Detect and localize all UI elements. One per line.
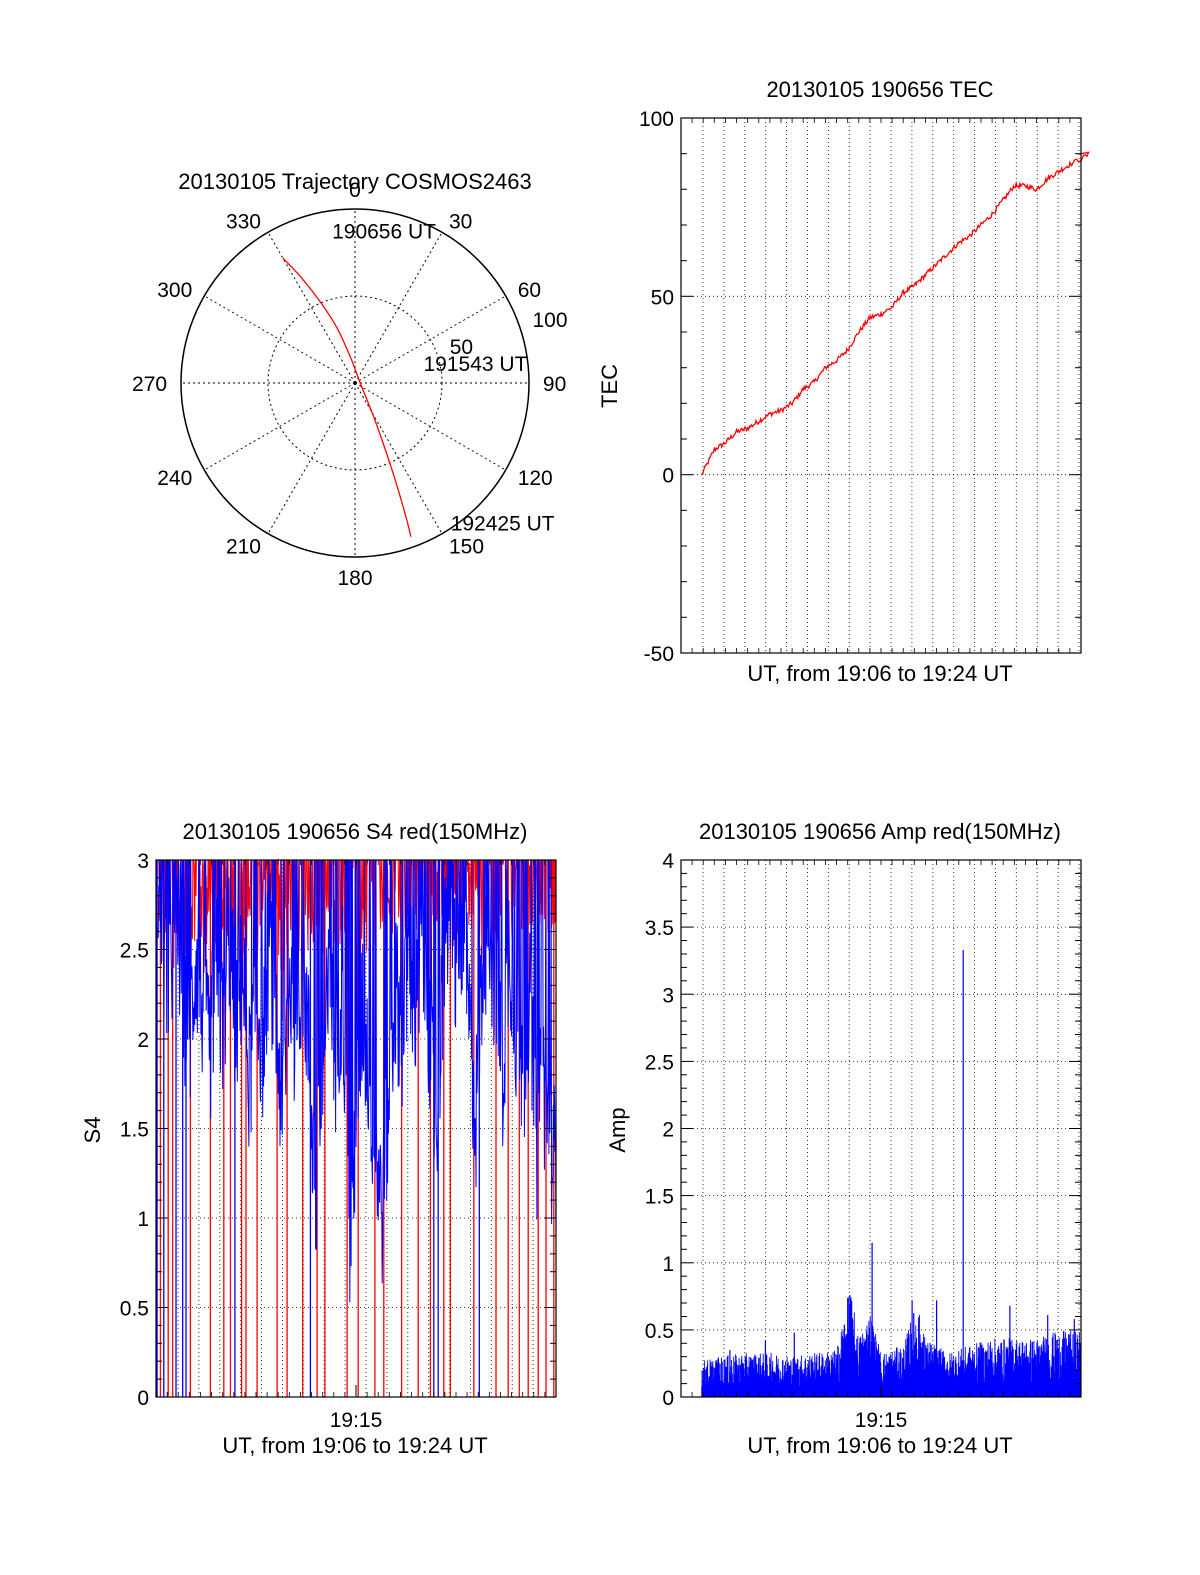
amp-title: 20130105 190656 Amp red(150MHz) xyxy=(699,819,1061,844)
x-tick-label: 19:15 xyxy=(330,1409,383,1432)
s4-x-ticks: 19:15 xyxy=(330,1385,383,1432)
polar-azimuth-label: 330 xyxy=(226,210,261,233)
y-tick-label: 50 xyxy=(651,286,674,309)
polar-spoke xyxy=(267,232,356,384)
amp-ylabel: Amp xyxy=(605,1107,630,1152)
polar-azimuth-label: 60 xyxy=(518,279,541,302)
polar-azimuth-label: 180 xyxy=(337,567,372,590)
y-tick-label: 0 xyxy=(137,1387,149,1410)
polar-azimuth-label: 270 xyxy=(132,373,167,396)
trajectory-annotation: 190656 UT xyxy=(332,221,436,244)
y-tick-label: 0 xyxy=(662,1387,674,1410)
series-base-fill xyxy=(701,1386,1081,1397)
y-tick-label: 1 xyxy=(662,1253,674,1276)
y-tick-label: 1.5 xyxy=(120,1119,149,1142)
polar-azimuth-labels: 0 30 60 90 120 150 180 210 240 270 300 330 xyxy=(132,179,566,590)
trajectory-track xyxy=(282,257,412,537)
tec-xlabel: UT, from 19:06 to 19:24 UT xyxy=(747,661,1012,686)
polar-spoke xyxy=(354,295,506,384)
polar-spoke xyxy=(354,382,443,534)
y-tick-label: -50 xyxy=(644,643,674,666)
tec-series-line xyxy=(701,151,1090,475)
tec-plot-frame xyxy=(680,117,1082,654)
y-tick-label: 3 xyxy=(662,984,674,1007)
polar-azimuth-label: 30 xyxy=(449,210,472,233)
polar-azimuth-label: 210 xyxy=(226,536,261,559)
polar-azimuth-label: 120 xyxy=(518,467,553,490)
amp-grid xyxy=(681,860,1081,1397)
trajectory-annotation: 192425 UT xyxy=(451,512,555,535)
polar-azimuth-label: 300 xyxy=(157,279,192,302)
polar-spoke xyxy=(354,382,506,471)
tec-ylabel: TEC xyxy=(597,364,622,408)
s4-title: 20130105 190656 S4 red(150MHz) xyxy=(183,819,528,844)
y-tick-label: 0.5 xyxy=(120,1298,149,1321)
polar-azimuth-label: 240 xyxy=(157,467,192,490)
s4-xlabel: UT, from 19:06 to 19:24 UT xyxy=(222,1433,487,1458)
trajectory-annotations: 190656 UT 191543 UT 192425 UT xyxy=(332,221,555,536)
polar-azimuth-label: 90 xyxy=(543,373,566,396)
y-tick-label: 2 xyxy=(137,1029,149,1052)
polar-grid xyxy=(180,208,530,558)
s4-y-ticks: 0 0.5 1 1.5 2 2.5 3 xyxy=(120,850,557,1410)
tec-title: 20130105 190656 TEC xyxy=(766,77,993,102)
s4-ylabel: S4 xyxy=(80,1117,105,1144)
y-tick-label: 0 xyxy=(662,465,674,488)
tec-y-ticks: -50 0 50 100 xyxy=(639,108,1082,666)
amp-x-ticks: 19:15 xyxy=(855,1385,908,1432)
y-tick-label: 2 xyxy=(662,1119,674,1142)
trajectory-title: 20130105 Trajectory COSMOS2463 xyxy=(178,169,531,194)
polar-outer-ring xyxy=(180,208,530,558)
y-tick-label: 4 xyxy=(662,850,674,873)
polar-radial-labels: 50 100 xyxy=(450,309,568,359)
tec-chart: 20130105 190656 TEC -50 0 50 100 UT, from 1… xyxy=(597,77,1090,686)
y-tick-label: 3 xyxy=(137,850,149,873)
y-tick-label: 2.5 xyxy=(120,940,149,963)
polar-azimuth-label: 150 xyxy=(449,536,484,559)
polar-radial-label: 50 xyxy=(450,336,473,359)
amp-plot-frame xyxy=(680,859,1082,1398)
y-tick-label: 1.5 xyxy=(645,1186,674,1209)
y-tick-label: 1 xyxy=(137,1208,149,1231)
polar-spoke xyxy=(204,295,356,384)
amp-series-blue xyxy=(701,949,1082,1397)
amp-xlabel: UT, from 19:06 to 19:24 UT xyxy=(747,1433,1012,1458)
amp-y-ticks: 0 0.5 1 1.5 2 2.5 3 3.5 4 xyxy=(645,850,1082,1410)
tec-grid xyxy=(681,118,1081,653)
trajectory-chart: 20130105 Trajectory COSMOS2463 0 30 60 90 12… xyxy=(132,169,567,590)
y-tick-label: 3.5 xyxy=(645,917,674,940)
y-tick-label: 100 xyxy=(639,108,674,131)
s4-chart: 20130105 190656 S4 red(150MHz) 0 0.5 1 1.5 2… xyxy=(80,819,557,1458)
x-tick-label: 19:15 xyxy=(855,1409,908,1432)
polar-spoke xyxy=(204,382,356,471)
amp-chart: 20130105 190656 Amp red(150MHz) 0 0.5 1 1.5… xyxy=(605,819,1082,1458)
series-trace xyxy=(155,859,557,1303)
polar-azimuth-label: 0 xyxy=(349,179,361,202)
s4-plot-frame xyxy=(155,859,557,1398)
polar-spoke xyxy=(267,382,356,534)
polar-spoke xyxy=(354,232,443,384)
y-tick-label: 0.5 xyxy=(645,1320,674,1343)
polar-radial-label: 100 xyxy=(533,309,568,332)
y-tick-label: 2.5 xyxy=(645,1051,674,1074)
trajectory-annotation: 191543 UT xyxy=(424,353,528,376)
